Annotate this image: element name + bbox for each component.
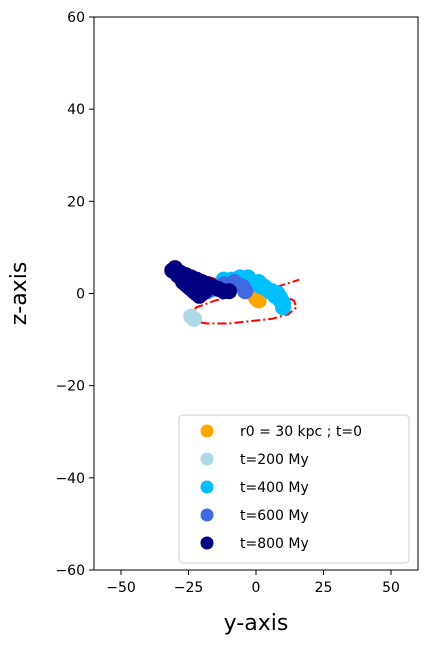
data-point-series-4 — [221, 283, 237, 300]
y-axis-title: z-axis — [7, 262, 32, 326]
y-tick-label: 40 — [67, 102, 85, 118]
x-tick-label: 50 — [382, 580, 400, 596]
x-tick-label: 25 — [315, 580, 333, 596]
legend-label: r0 = 30 kpc ; t=0 — [240, 424, 362, 440]
legend-label: t=400 My — [240, 480, 309, 496]
y-tick-label: −60 — [55, 563, 85, 579]
x-axis-ticks: −50 −25 0 25 50 — [106, 570, 400, 596]
legend-label: t=600 My — [240, 508, 309, 524]
data-points-layer — [164, 260, 291, 327]
y-tick-label: −20 — [55, 379, 85, 395]
y-tick-label: −40 — [55, 471, 85, 487]
y-tick-label: 20 — [67, 194, 85, 210]
legend-label: t=200 My — [240, 452, 309, 468]
legend-marker — [200, 508, 214, 522]
x-tick-label: −25 — [174, 580, 204, 596]
legend-box — [178, 414, 410, 564]
data-point-series-3 — [237, 283, 254, 300]
legend-marker — [200, 480, 214, 494]
legend-label: t=800 My — [240, 536, 309, 552]
x-axis-title: y-axis — [224, 611, 289, 636]
y-tick-label: 0 — [76, 287, 85, 303]
data-point-series-1 — [185, 310, 202, 327]
legend-marker — [200, 424, 214, 438]
y-axis-ticks: 60 40 20 0 −20 −40 −60 — [55, 10, 94, 579]
x-tick-label: 0 — [252, 580, 261, 596]
y-tick-label: 60 — [67, 10, 85, 26]
x-tick-label: −50 — [106, 580, 136, 596]
legend-marker — [200, 452, 214, 466]
data-point-series-0 — [250, 292, 267, 309]
legend: r0 = 30 kpc ; t=0 t=200 My t=400 My t=600 M… — [178, 414, 410, 564]
legend-marker — [200, 536, 214, 550]
